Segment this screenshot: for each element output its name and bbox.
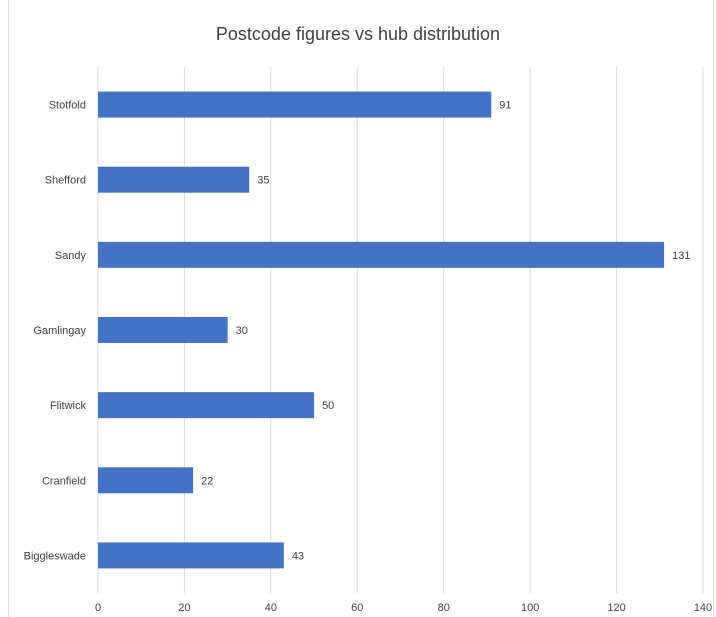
x-tick-label: 80 — [438, 602, 450, 614]
bar — [98, 467, 194, 494]
bar-layer — [98, 91, 665, 569]
bar — [98, 91, 492, 118]
category-label: Gamlingay — [33, 325, 86, 337]
x-tick-label: 60 — [351, 602, 363, 614]
x-tick-label: 140 — [694, 602, 712, 614]
chart-title: Postcode figures vs hub distribution — [215, 24, 501, 44]
bar — [98, 542, 284, 569]
data-label: 30 — [236, 325, 248, 337]
grid-layer — [97, 67, 704, 593]
data-label: 22 — [201, 475, 213, 487]
data-label: 43 — [292, 550, 304, 562]
category-label: Stotfold — [49, 100, 86, 112]
bar — [98, 166, 250, 193]
category-label: Biggleswade — [24, 550, 86, 562]
x-tick-label: 120 — [607, 602, 625, 614]
category-label: Shefford — [45, 175, 86, 187]
bar — [98, 241, 665, 268]
bar — [98, 317, 228, 343]
bar — [98, 392, 315, 419]
data-label: 131 — [672, 250, 690, 262]
x-tick-label: 40 — [265, 602, 277, 614]
data-label: 91 — [499, 100, 511, 112]
category-label: Flitwick — [50, 400, 87, 412]
category-label: Sandy — [55, 250, 87, 262]
data-label: 35 — [257, 175, 269, 187]
x-tick-label: 0 — [95, 602, 101, 614]
category-label: Cranfield — [42, 475, 86, 487]
label-layer: 0 20 40 60 80 100 120 140 Stotfold 91 Shefford 35 Sa… — [24, 100, 713, 614]
x-tick-label: 100 — [521, 602, 539, 614]
x-tick-label: 20 — [178, 602, 190, 614]
data-label: 50 — [322, 400, 334, 412]
